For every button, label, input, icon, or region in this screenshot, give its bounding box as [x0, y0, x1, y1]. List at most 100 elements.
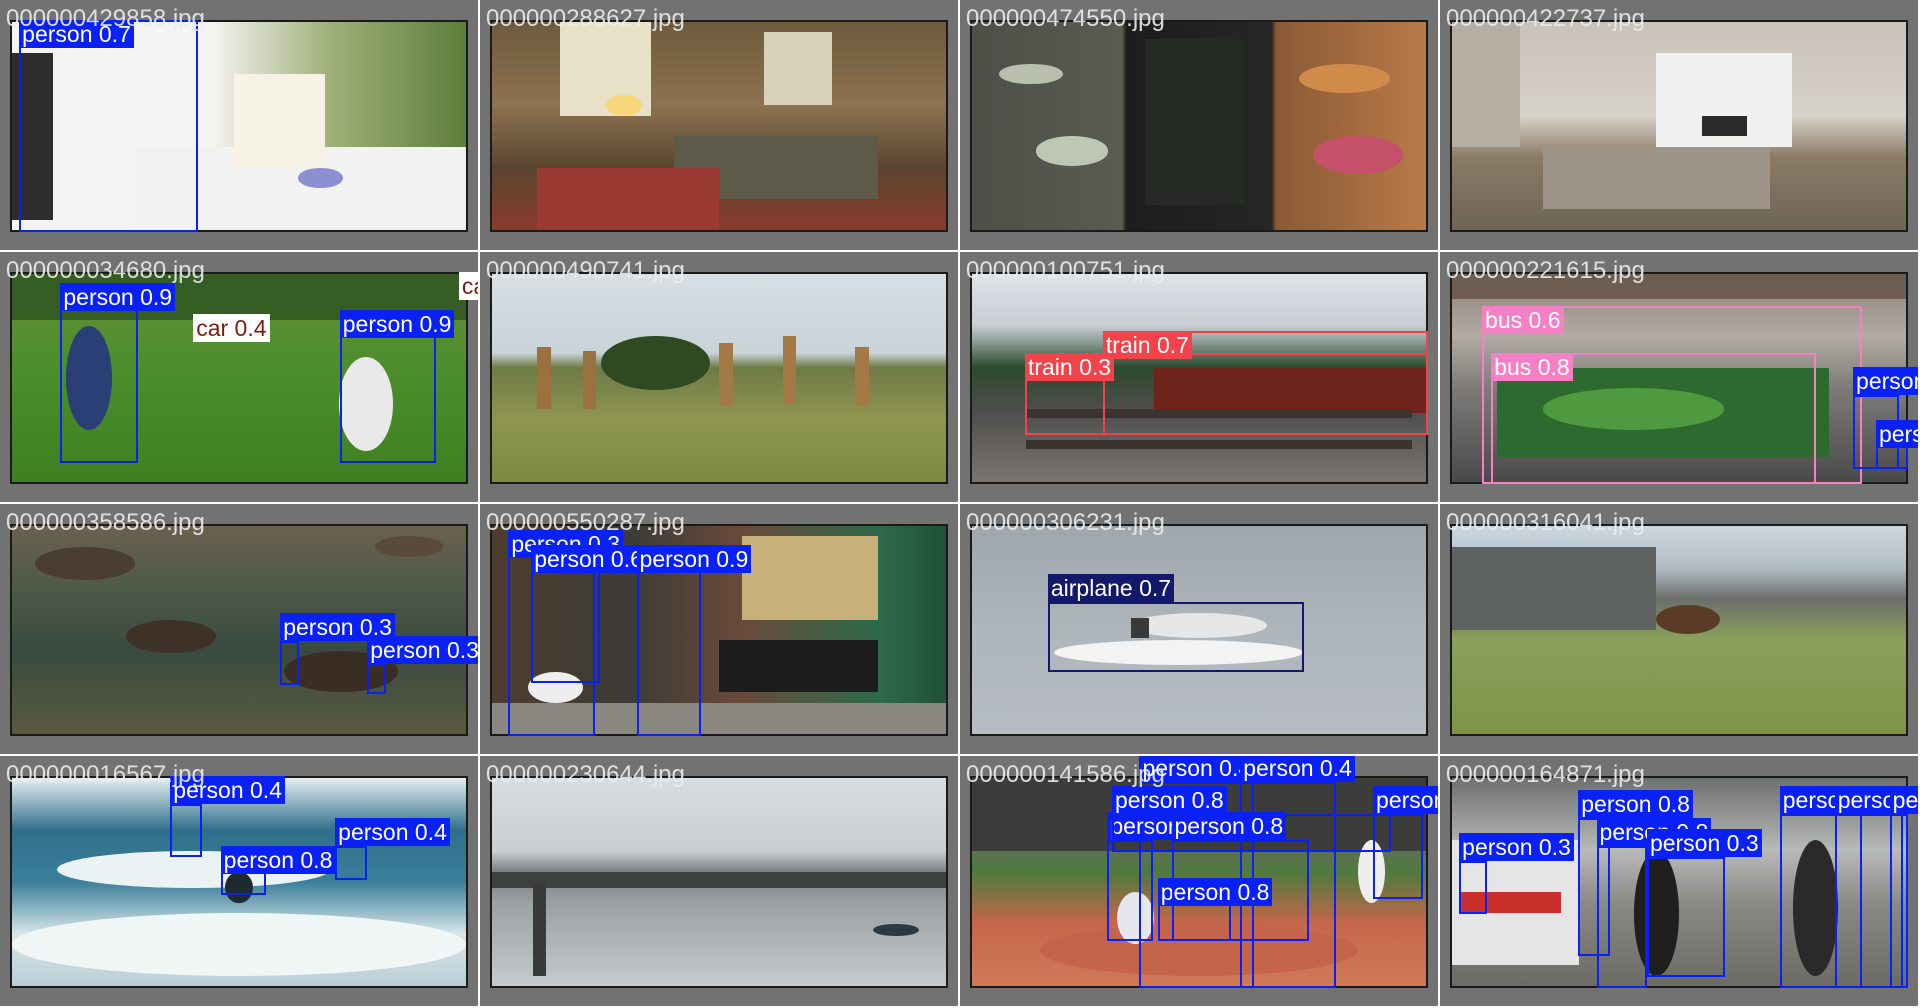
detection-label: car 0.3 [458, 272, 478, 300]
detection-box [1047, 602, 1305, 673]
detection-label: train 0.3 [1024, 352, 1115, 381]
detection-label: person 0.8 [220, 845, 336, 874]
detection-label: person 0.9 [60, 282, 176, 311]
mosaic-tile: 000000474550.jpg [960, 0, 1438, 250]
filename-label: 000000288627.jpg [486, 5, 685, 32]
filename-label: 000000164871.jpg [1446, 761, 1645, 788]
mosaic-tile: 000000422737.jpg [1440, 0, 1918, 250]
scene-shape [782, 336, 797, 403]
filename-label: 000000422737.jpg [1446, 5, 1645, 32]
detection-box [1459, 860, 1487, 914]
detection-box [1596, 845, 1647, 988]
filename-label: 000000306231.jpg [966, 509, 1165, 536]
detection-label: car 0.4 [193, 314, 270, 343]
filename-label: 000000474550.jpg [966, 5, 1165, 32]
detection-box [1171, 839, 1309, 942]
filename-label: 000000490741.jpg [486, 257, 685, 284]
detection-box [1107, 839, 1154, 942]
detection-label: person 0.7 [1889, 786, 1918, 815]
detection-label: person 0.8 [1111, 786, 1227, 815]
detection-label: person 0.4 [1875, 420, 1918, 449]
scene-shape [719, 342, 733, 406]
scene-shape [1130, 617, 1150, 639]
detection-label: person 0.3 [280, 612, 395, 641]
scene-shape [999, 63, 1063, 85]
mosaic-tile: train 0.7 train 0.3 000000100751.jpg [960, 252, 1438, 502]
scene-shape [1312, 136, 1404, 174]
mosaic-tile: person 0.3 person 0.3 000000358586.jpg [0, 504, 478, 754]
photo [490, 776, 948, 988]
photo [970, 20, 1428, 232]
scene-shape [125, 619, 217, 653]
detection-label: bus 0.6 [1482, 305, 1564, 334]
detection-box [19, 20, 198, 232]
mosaic-tile: person 0.7 000000429858.jpg [0, 0, 478, 250]
scene-shape [1040, 923, 1358, 976]
scene-shape [537, 167, 719, 230]
detection-label: person 0.8 [1157, 877, 1273, 906]
scene-shape [1633, 850, 1679, 976]
scene-shape [492, 871, 946, 889]
detection-box [1111, 814, 1392, 853]
scene-shape [1035, 136, 1109, 166]
photo [10, 20, 468, 232]
scene-shape [873, 923, 919, 937]
scene-shape [719, 640, 878, 693]
scene-shape [537, 346, 551, 410]
detection-box [1834, 814, 1904, 988]
scene-shape [1792, 840, 1838, 976]
detection-box [1024, 352, 1428, 436]
scene-shape [1452, 22, 1521, 147]
mosaic-tile: airplane 0.7 000000306231.jpg [960, 504, 1438, 754]
scene-shape [1026, 409, 1413, 418]
detection-label: person 0.6 [531, 545, 646, 574]
scene-shape [492, 702, 946, 734]
scene-shape [532, 882, 547, 976]
scene-shape [66, 326, 112, 430]
photo [10, 776, 468, 988]
scene-shape [855, 346, 869, 406]
detection-label: airplane 0.7 [1047, 574, 1175, 603]
detection-box [280, 640, 299, 686]
scene-shape [605, 94, 642, 116]
filename-label: 000000141586.jpg [966, 761, 1165, 788]
scene-shape [234, 74, 326, 168]
detection-box [1889, 814, 1908, 988]
filename-label: 000000034680.jpg [6, 257, 205, 284]
scene-shape [375, 536, 444, 558]
mosaic-tile: 000000316041.jpg [1440, 504, 1918, 754]
detection-label: person 0.3 [1646, 828, 1762, 857]
photo [10, 524, 468, 736]
detection-label: person 0.9 [339, 310, 455, 339]
detection-box [1373, 814, 1424, 899]
detection-label: person 0.3 [367, 635, 478, 664]
mosaic-tile: person 0.4 person 0.4 person 0.8 person 0.8… [960, 756, 1438, 1006]
scene-shape [1144, 38, 1245, 206]
detection-label: bus 0.8 [1491, 352, 1573, 381]
photo [490, 20, 948, 232]
scene-shape [1542, 146, 1770, 210]
detection-box [636, 545, 701, 736]
scene-shape [1701, 115, 1748, 137]
detection-label: person 0.4 [1853, 366, 1918, 395]
detection-box [367, 663, 386, 694]
photo [1450, 524, 1908, 736]
filename-label: 000000358586.jpg [6, 509, 205, 536]
mosaic-tile: 000000490741.jpg [480, 252, 958, 502]
scene-shape [1542, 388, 1725, 430]
detection-box [1779, 814, 1863, 988]
scene-shape [582, 350, 597, 410]
detection-box [170, 803, 203, 857]
detection-label: person 0.7 [19, 20, 134, 48]
detection-box [335, 845, 368, 880]
scene-shape [1153, 367, 1426, 414]
filename-label: 000000429858.jpg [6, 5, 205, 32]
scene-shape [1452, 274, 1906, 299]
detection-label: person 0.4 [1240, 756, 1355, 783]
detection-box [1491, 352, 1817, 484]
filename-label: 000000316041.jpg [1446, 509, 1645, 536]
detection-box [1578, 818, 1611, 957]
detection-label: person 0.3 [1459, 832, 1574, 861]
mosaic-tile: 000000288627.jpg [480, 0, 958, 250]
